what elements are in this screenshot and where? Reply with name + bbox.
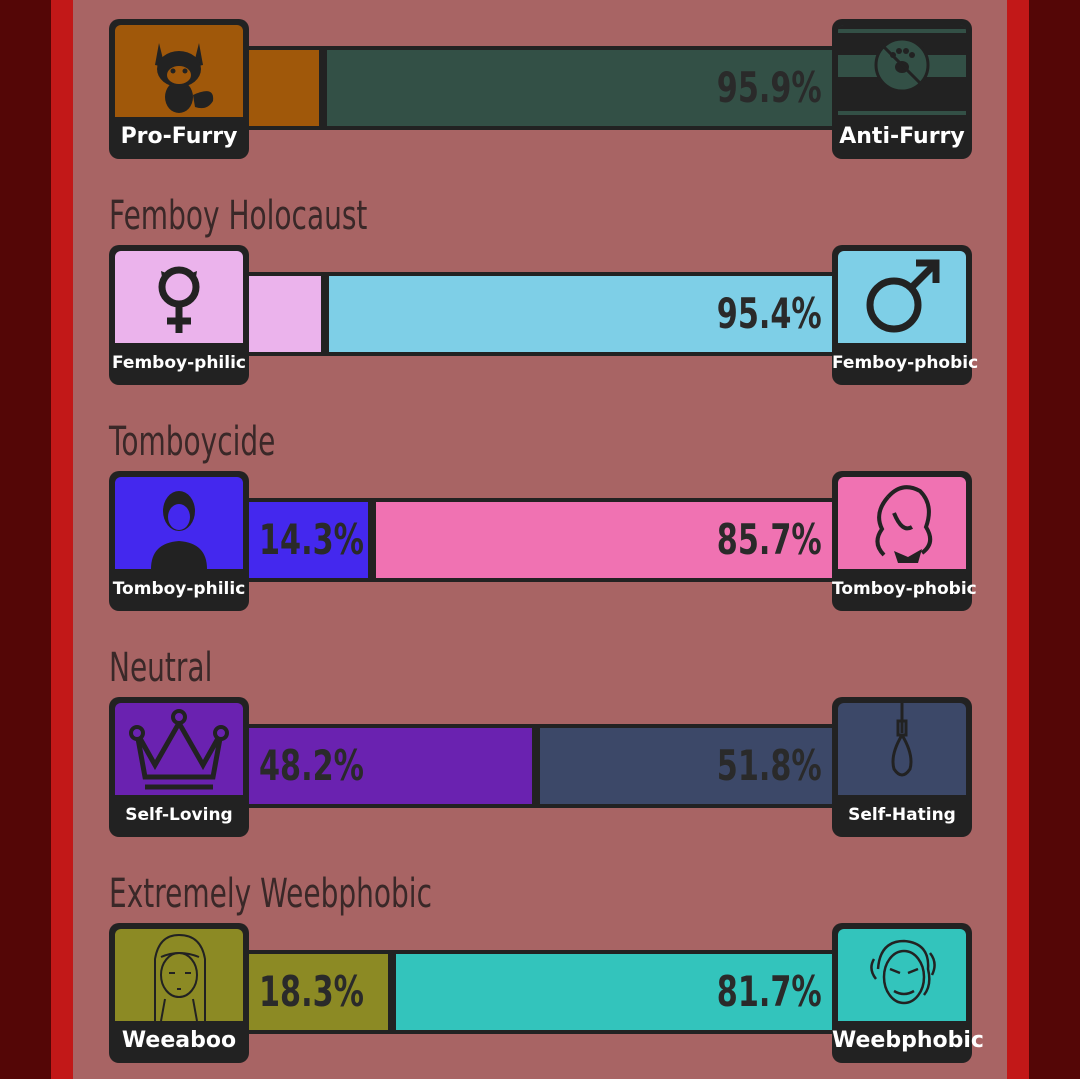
axis-title: Neutral bbox=[109, 645, 213, 691]
mars-icon bbox=[838, 251, 966, 343]
right-fill bbox=[376, 502, 836, 578]
right-fill bbox=[395, 954, 836, 1030]
right-fill bbox=[540, 728, 836, 804]
score-bar: 14.3% 85.7% bbox=[245, 498, 836, 582]
left-fill bbox=[245, 954, 388, 1030]
score-bar: 18.3% 81.7% bbox=[245, 950, 836, 1034]
right-label: Femboy-phobic bbox=[832, 353, 979, 373]
left-badge: Femboy-philic bbox=[109, 245, 249, 385]
long-hair-woman-icon bbox=[838, 477, 966, 569]
left-label: Tomboy-philic bbox=[112, 579, 246, 599]
short-hair-person-icon bbox=[115, 477, 243, 569]
right-badge: Femboy-phobic bbox=[832, 245, 979, 385]
axis-title: Tomboycide bbox=[109, 419, 276, 465]
axis-row: 95.9% Pro-Furry Anti-Furry bbox=[0, 19, 1080, 159]
left-badge: Self-Loving bbox=[109, 697, 249, 837]
left-label: Self-Loving bbox=[125, 805, 233, 825]
left-badge: Tomboy-philic bbox=[109, 471, 249, 611]
right-label: Anti-Furry bbox=[839, 124, 965, 149]
right-badge: Anti-Furry bbox=[832, 19, 972, 159]
axis-title: Extremely Weebphobic bbox=[109, 871, 432, 917]
noose-icon bbox=[838, 703, 966, 795]
right-label: Weebphobic bbox=[832, 1028, 984, 1053]
right-badge: Tomboy-phobic bbox=[832, 471, 977, 611]
left-fill bbox=[245, 276, 322, 352]
left-border bbox=[51, 0, 73, 1079]
right-badge: Weebphobic bbox=[832, 923, 984, 1063]
left-fill bbox=[245, 50, 319, 126]
score-bar: 95.4% bbox=[245, 272, 836, 356]
left-label: Pro-Furry bbox=[120, 124, 238, 149]
score-bar: 95.9% bbox=[245, 46, 836, 130]
anime-girl-icon bbox=[115, 929, 243, 1021]
right-percent: 95.4% bbox=[717, 289, 822, 338]
no-paw-icon bbox=[838, 25, 966, 117]
left-fill bbox=[245, 502, 369, 578]
left-badge: Weeaboo bbox=[109, 923, 249, 1063]
score-bar: 48.2% 51.8% bbox=[245, 724, 836, 808]
right-percent: 81.7% bbox=[717, 967, 822, 1016]
left-fill bbox=[245, 728, 533, 804]
left-badge: Pro-Furry bbox=[109, 19, 249, 159]
axis-row: 48.2% 51.8% Self-Loving Self-Hating bbox=[0, 697, 1080, 837]
right-percent: 51.8% bbox=[717, 741, 822, 790]
cat-venus-icon bbox=[115, 251, 243, 343]
right-percent: 95.9% bbox=[717, 63, 822, 112]
fox-icon bbox=[115, 25, 243, 117]
axis-row: 14.3% 85.7% Tomboy-philic Tomboy-phobic bbox=[0, 471, 1080, 611]
right-badge: Self-Hating bbox=[832, 697, 972, 837]
axis-title: Femboy Holocaust bbox=[109, 193, 368, 239]
crown-icon bbox=[115, 703, 243, 795]
left-percent: 18.3% bbox=[259, 967, 364, 1016]
left-label: Weeaboo bbox=[121, 1028, 237, 1053]
axis-row: 18.3% 81.7% Weeaboo Weebphobic bbox=[0, 923, 1080, 1063]
right-percent: 85.7% bbox=[717, 515, 822, 564]
left-percent: 48.2% bbox=[259, 741, 364, 790]
right-border bbox=[1007, 0, 1029, 1079]
right-fill bbox=[326, 50, 836, 126]
right-fill bbox=[329, 276, 836, 352]
left-label: Femboy-philic bbox=[112, 353, 246, 373]
axis-row: 95.4% Femboy-philic Femboy-phobic bbox=[0, 245, 1080, 385]
right-label: Self-Hating bbox=[848, 805, 956, 825]
left-percent: 14.3% bbox=[259, 515, 364, 564]
right-label: Tomboy-phobic bbox=[832, 579, 977, 599]
angry-face-icon bbox=[838, 929, 966, 1021]
